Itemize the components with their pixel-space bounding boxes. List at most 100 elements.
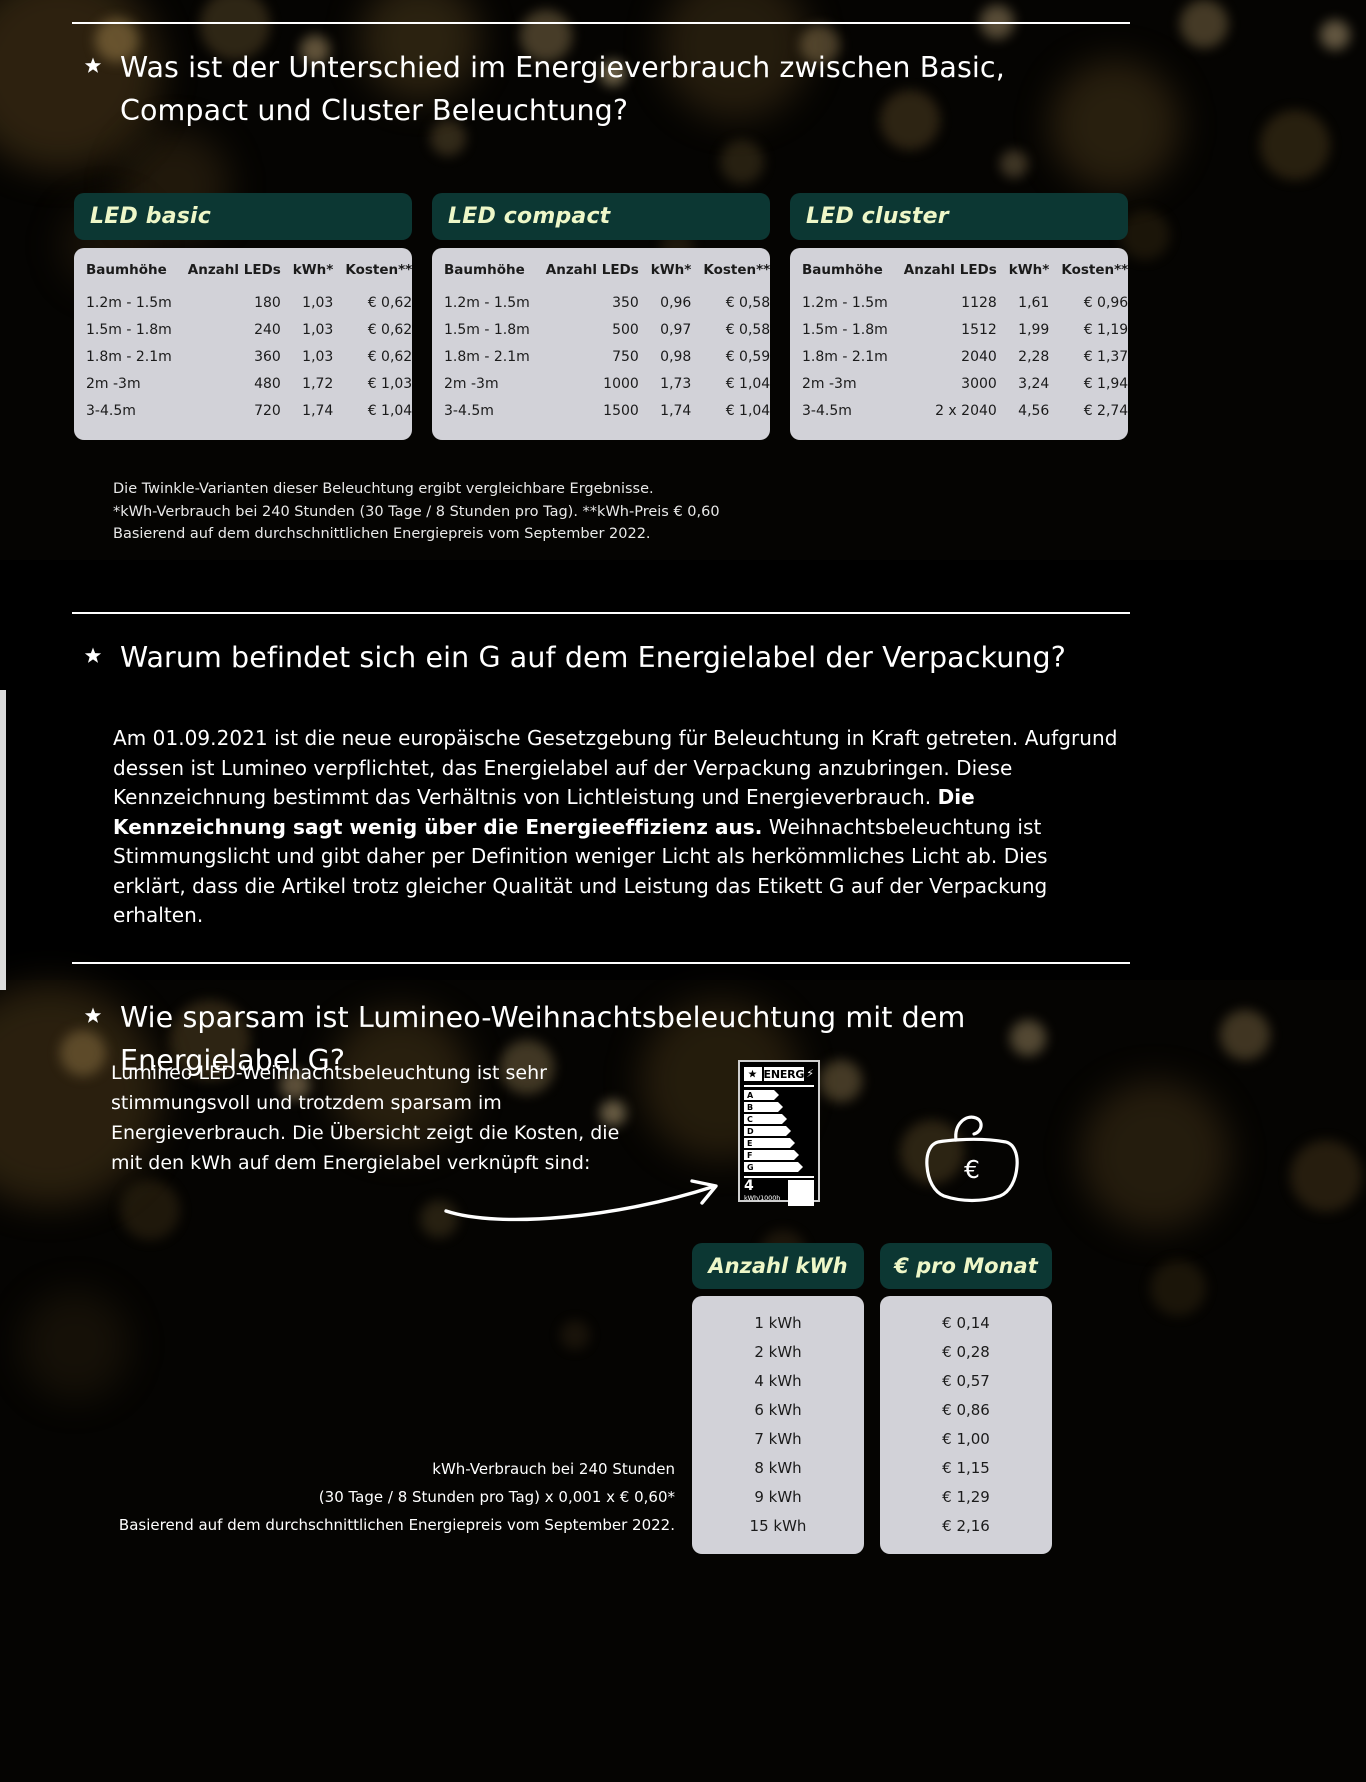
curved-arrow-icon (440, 1165, 740, 1229)
cell-leds: 3000 (961, 375, 997, 392)
footnote-line-2: *kWh-Verbrauch bei 240 Stunden (30 Tage … (113, 503, 720, 520)
cost-per-month-header: € pro Monat (880, 1243, 1052, 1289)
cell-kosten: € 0,96 (1083, 294, 1129, 311)
table-row: 1.2m - 1.5m 1128 1,61 € 0,96 (802, 289, 1128, 316)
cell-kosten: € 1,04 (725, 402, 771, 419)
bottom-footnote-line-1: kWh-Verbrauch bei 240 Stunden (432, 1460, 675, 1478)
cell-kwh: 4,56 (1018, 402, 1050, 419)
col-kwh: kWh* (650, 262, 692, 278)
cell-leds: 480 (254, 375, 281, 392)
cell-kwh: 1,61 (1018, 294, 1050, 311)
list-item: € 0,86 (942, 1400, 990, 1419)
cell-kosten: € 0,58 (725, 321, 771, 338)
kwh-count-header-label: Anzahl kWh (708, 1254, 848, 1278)
cell-baumhoehe: 2m -3m (802, 375, 857, 392)
cell-baumhoehe: 1.8m - 2.1m (444, 348, 530, 365)
table-row: 1.8m - 2.1m 360 1,03 € 0,62 (86, 343, 412, 370)
question-heading-1: Was ist der Unterschied im Energieverbra… (82, 46, 1132, 132)
led-table-basic-body: Baumhöhe Anzahl LEDs kWh* Kosten** 1.2m … (74, 248, 412, 440)
led-table-cluster: LED cluster Baumhöhe Anzahl LEDs kWh* Ko… (790, 193, 1128, 440)
energy-value: 4 (744, 1178, 754, 1194)
question-text-2: Warum befindet sich ein G auf dem Energi… (120, 641, 1066, 674)
cell-leds: 1512 (961, 321, 997, 338)
cost-per-month-body: € 0,14 € 0,28 € 0,57 € 0,86 € 1,00 € 1,1… (880, 1296, 1052, 1554)
lightning-icon: ⚡ (806, 1067, 814, 1080)
divider-middle (72, 612, 1130, 614)
col-kwh: kWh* (1008, 262, 1050, 278)
table-row: 1.2m - 1.5m 180 1,03 € 0,62 (86, 289, 412, 316)
question-text-1: Was ist der Unterschied im Energieverbra… (120, 51, 1005, 127)
cell-baumhoehe: 3-4.5m (86, 402, 136, 419)
col-anzahl-leds: Anzahl LEDs (903, 262, 997, 278)
cell-kwh: 1,99 (1018, 321, 1050, 338)
list-item: € 1,15 (942, 1458, 990, 1477)
cell-leds: 1000 (603, 375, 639, 392)
led-table-basic: LED basic Baumhöhe Anzahl LEDs kWh* Kost… (74, 193, 412, 440)
energy-unit: kWh/1000h (744, 1194, 781, 1202)
cell-kosten: € 1,04 (367, 402, 413, 419)
col-kosten: Kosten** (345, 262, 413, 278)
led-table-cluster-title: LED cluster (806, 204, 949, 229)
cell-baumhoehe: 1.2m - 1.5m (444, 294, 530, 311)
col-baumhoehe: Baumhöhe (86, 262, 167, 278)
table-header-row: Baumhöhe Anzahl LEDs kWh* Kosten** (802, 262, 1128, 289)
col-kosten: Kosten** (703, 262, 771, 278)
kwh-count-header: Anzahl kWh (692, 1243, 864, 1289)
cell-kosten: € 0,62 (367, 321, 413, 338)
cell-baumhoehe: 1.2m - 1.5m (802, 294, 888, 311)
cell-leds: 2040 (961, 348, 997, 365)
led-table-basic-header: LED basic (74, 193, 412, 240)
cell-baumhoehe: 1.5m - 1.8m (802, 321, 888, 338)
col-baumhoehe: Baumhöhe (444, 262, 525, 278)
list-item: 9 kWh (754, 1487, 802, 1506)
cell-leds: 350 (612, 294, 639, 311)
energy-class-f: F (744, 1150, 799, 1160)
euro-symbol: € (964, 1155, 980, 1184)
star-icon (82, 1006, 106, 1032)
energy-label-footer: 4 kWh/1000h (744, 1178, 814, 1206)
led-table-cluster-header: LED cluster (790, 193, 1128, 240)
cell-kwh: 3,24 (1018, 375, 1050, 392)
bottom-footnotes: kWh-Verbrauch bei 240 Stunden (30 Tage /… (100, 1455, 675, 1539)
table-row: 1.2m - 1.5m 350 0,96 € 0,58 (444, 289, 770, 316)
cell-kosten: € 1,19 (1083, 321, 1129, 338)
energy-class-a: A (744, 1090, 779, 1100)
star-icon (82, 646, 106, 672)
led-table-compact: LED compact Baumhöhe Anzahl LEDs kWh* Ko… (432, 193, 770, 440)
cell-kosten: € 1,94 (1083, 375, 1129, 392)
energy-label-footer-divider (744, 1176, 814, 1178)
energy-class-d: D (744, 1126, 791, 1136)
list-item: € 1,29 (942, 1487, 990, 1506)
table-row: 3-4.5m 1500 1,74 € 1,04 (444, 397, 770, 424)
energy-label-top: ENERG ⚡ (744, 1066, 814, 1082)
energy-label-paragraph: Am 01.09.2021 ist die neue europäische G… (113, 724, 1118, 931)
energy-class-e: E (744, 1138, 795, 1148)
cell-leds: 720 (254, 402, 281, 419)
purse-icon: € (920, 1110, 1024, 1210)
question-heading-2: Warum befindet sich ein G auf dem Energi… (82, 636, 1132, 679)
list-item: € 0,14 (942, 1313, 990, 1332)
kwh-count-body: 1 kWh 2 kWh 4 kWh 6 kWh 7 kWh 8 kWh 9 kW… (692, 1296, 864, 1554)
col-anzahl-leds: Anzahl LEDs (187, 262, 281, 278)
bottom-footnote-line-2: (30 Tage / 8 Stunden pro Tag) x 0,001 x … (318, 1488, 675, 1506)
led-table-cluster-body: Baumhöhe Anzahl LEDs kWh* Kosten** 1.2m … (790, 248, 1128, 440)
cell-kosten: € 2,74 (1083, 402, 1129, 419)
energy-label-qr-box (788, 1180, 814, 1206)
energy-label-divider (744, 1085, 814, 1087)
cell-baumhoehe: 1.8m - 2.1m (86, 348, 172, 365)
cell-baumhoehe: 1.8m - 2.1m (802, 348, 888, 365)
cell-leds: 500 (612, 321, 639, 338)
list-item: € 1,00 (942, 1429, 990, 1448)
cell-kwh: 1,03 (302, 294, 334, 311)
list-item: € 0,57 (942, 1371, 990, 1390)
table-header-row: Baumhöhe Anzahl LEDs kWh* Kosten** (86, 262, 412, 289)
energy-class-c: C (744, 1114, 787, 1124)
col-kosten: Kosten** (1061, 262, 1129, 278)
cell-leds: 2 x 2040 (935, 402, 997, 419)
kwh-count-table: Anzahl kWh 1 kWh 2 kWh 4 kWh 6 kWh 7 kWh… (692, 1243, 864, 1554)
cell-kwh: 1,03 (302, 348, 334, 365)
cell-kwh: 1,74 (660, 402, 692, 419)
list-item: € 2,16 (942, 1516, 990, 1535)
cell-baumhoehe: 1.2m - 1.5m (86, 294, 172, 311)
cell-kwh: 0,98 (660, 348, 692, 365)
